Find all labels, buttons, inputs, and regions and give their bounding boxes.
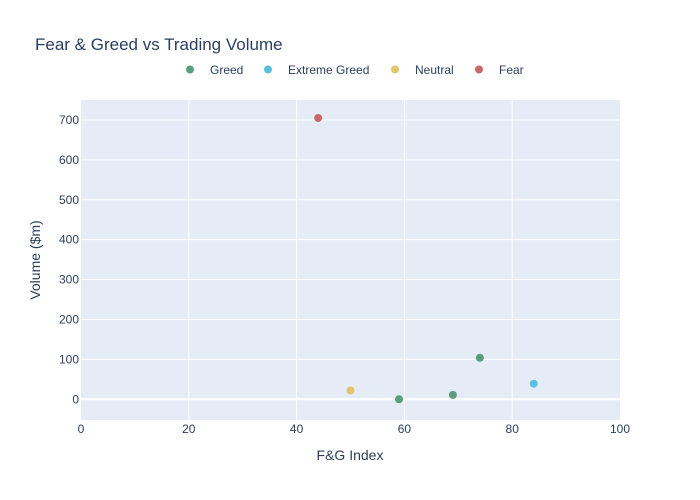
x-axis-ticks: 0 20 40 60 80 100 [78, 422, 631, 436]
legend-label: Fear [499, 63, 524, 77]
y-tick-label: 500 [59, 193, 79, 207]
legend-item-extreme-greed[interactable]: Extreme Greed [264, 63, 369, 77]
y-tick-label: 300 [59, 273, 79, 287]
legend-label: Extreme Greed [288, 63, 369, 77]
legend-marker [391, 65, 399, 74]
legend-label: Greed [210, 63, 243, 77]
x-tick-label: 0 [78, 422, 85, 436]
data-points[interactable] [314, 113, 538, 404]
legend-marker [264, 65, 272, 74]
y-tick-label: 600 [59, 153, 79, 167]
legend-item-fear[interactable]: Fear [475, 63, 524, 77]
legend[interactable]: Greed Extreme Greed Neutral Fear [186, 63, 524, 77]
x-tick-label: 60 [398, 422, 412, 436]
legend-item-greed[interactable]: Greed [186, 63, 243, 77]
y-tick-label: 100 [59, 352, 79, 366]
x-tick-label: 20 [182, 422, 196, 436]
legend-marker [475, 65, 483, 74]
x-axis-title: F&G Index [317, 447, 384, 463]
chart-title: Fear & Greed vs Trading Volume [35, 35, 283, 54]
legend-marker [186, 65, 194, 74]
x-tick-label: 100 [610, 422, 630, 436]
y-tick-label: 700 [59, 113, 79, 127]
data-point-greed[interactable] [448, 390, 457, 399]
y-tick-label: 400 [59, 233, 79, 247]
plot-area[interactable] [81, 100, 620, 420]
data-point-fear[interactable] [314, 113, 323, 122]
data-point-greed[interactable] [475, 353, 484, 362]
x-tick-label: 40 [290, 422, 304, 436]
legend-label: Neutral [415, 63, 454, 77]
gridlines [81, 100, 620, 420]
y-tick-label: 200 [59, 312, 79, 326]
data-point-extreme-greed[interactable] [529, 379, 538, 388]
data-point-greed[interactable] [395, 395, 404, 404]
y-axis-title: Volume ($m) [27, 220, 43, 299]
y-tick-label: 0 [72, 392, 79, 406]
legend-item-neutral[interactable]: Neutral [391, 63, 454, 77]
data-point-neutral[interactable] [346, 386, 355, 395]
y-axis-ticks: 0 100 200 300 400 500 600 700 [59, 113, 79, 406]
x-tick-label: 80 [506, 422, 520, 436]
